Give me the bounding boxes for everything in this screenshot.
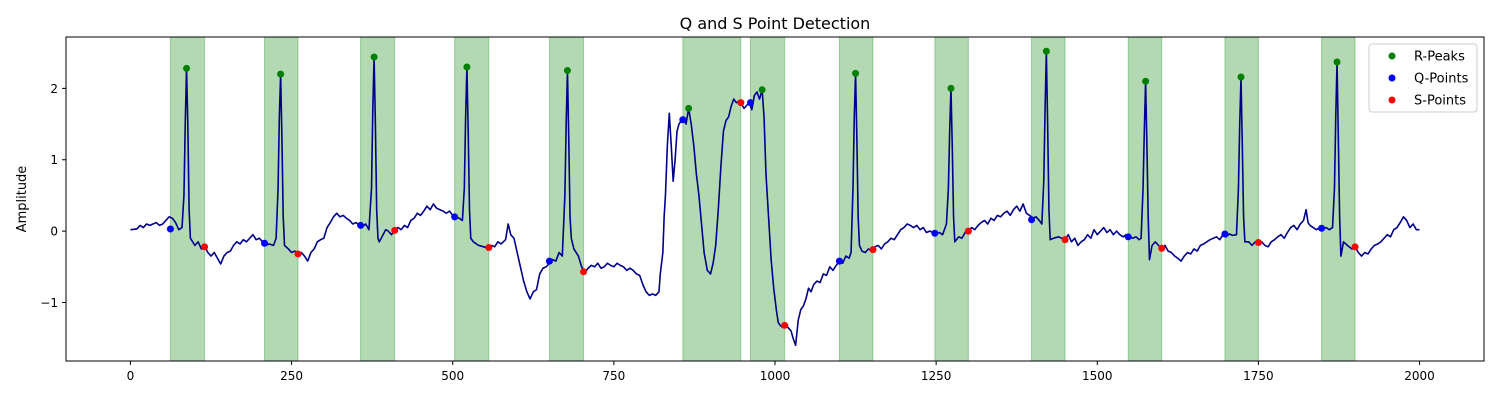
- detected-points: [166, 47, 1359, 329]
- r-peak: [1237, 73, 1245, 81]
- r-peak: [563, 67, 571, 75]
- s-point: [201, 243, 209, 251]
- detection-regions: [169, 36, 1356, 362]
- q-point: [357, 221, 365, 229]
- s-point: [1158, 244, 1166, 252]
- q-point: [451, 213, 459, 221]
- r-peak: [1142, 77, 1150, 85]
- detection-region: [360, 36, 396, 362]
- x-tick-label: 2000: [1404, 369, 1435, 383]
- r-peak: [1042, 47, 1050, 55]
- r-peak: [1333, 58, 1341, 66]
- s-point: [1351, 243, 1359, 251]
- legend-label-r-peaks: R-Peaks: [1414, 50, 1465, 65]
- y-tick-label: 1: [50, 153, 58, 167]
- q-point: [1124, 233, 1132, 241]
- s-point: [580, 268, 588, 276]
- q-point: [1221, 230, 1229, 238]
- s-point: [964, 227, 972, 235]
- legend-label-q-points: Q-Points: [1414, 72, 1469, 87]
- legend-marker-s-points: [1388, 96, 1396, 104]
- legend-marker-q-points: [1388, 74, 1396, 82]
- y-axis-label: Amplitude: [15, 166, 30, 233]
- r-peak: [947, 84, 955, 92]
- y-tick-label: −1: [40, 296, 58, 310]
- legend-label-s-points: S-Points: [1414, 94, 1466, 109]
- q-point: [835, 257, 843, 265]
- x-axis: 0 250 500 750 1000 1250 1500 1750 2000: [127, 361, 1435, 383]
- y-tick-label: 0: [50, 225, 58, 239]
- legend-box: [1368, 43, 1478, 113]
- q-point: [931, 229, 939, 237]
- s-point: [485, 244, 493, 252]
- x-tick-label: 750: [602, 369, 625, 383]
- x-tick-label: 1000: [760, 369, 791, 383]
- s-point: [391, 226, 399, 234]
- s-point: [1254, 239, 1262, 247]
- x-tick-label: 0: [127, 369, 135, 383]
- s-point: [294, 250, 302, 258]
- legend-marker-r-peaks: [1388, 52, 1396, 60]
- x-tick-label: 1750: [1243, 369, 1274, 383]
- r-peak: [685, 104, 693, 112]
- x-tick-label: 250: [280, 369, 303, 383]
- q-point: [166, 225, 174, 233]
- s-point: [1061, 236, 1069, 244]
- r-peak: [463, 63, 471, 71]
- q-point: [1318, 224, 1326, 232]
- r-peak: [758, 86, 766, 94]
- detection-region: [682, 36, 742, 362]
- y-axis: −1 0 1 2: [40, 82, 66, 310]
- x-tick-label: 1500: [1082, 369, 1113, 383]
- legend: R-Peaks Q-Points S-Points: [1368, 43, 1478, 113]
- detection-region: [454, 36, 490, 362]
- x-tick-label: 1250: [921, 369, 952, 383]
- detection-region: [1321, 36, 1356, 362]
- r-peak: [183, 64, 191, 72]
- q-point: [1028, 216, 1036, 224]
- chart-title: Q and S Point Detection: [680, 14, 871, 33]
- s-point: [781, 321, 789, 329]
- x-tick-label: 500: [441, 369, 464, 383]
- q-point: [545, 257, 553, 265]
- s-point: [869, 246, 877, 254]
- q-point: [747, 99, 755, 107]
- r-peak: [852, 69, 860, 77]
- r-peak: [277, 70, 285, 78]
- r-peak: [370, 53, 378, 61]
- y-tick-label: 2: [50, 82, 58, 96]
- s-point: [737, 99, 745, 107]
- q-point: [261, 239, 269, 247]
- q-point: [679, 116, 687, 124]
